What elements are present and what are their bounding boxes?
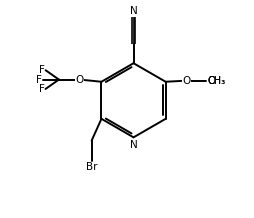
- Text: N: N: [130, 6, 137, 16]
- Text: CH₃: CH₃: [207, 76, 225, 86]
- Text: O: O: [207, 76, 215, 86]
- Text: O: O: [182, 76, 190, 86]
- Text: F: F: [36, 75, 41, 85]
- Text: F: F: [39, 84, 44, 94]
- Text: CH₃: CH₃: [207, 76, 225, 86]
- Text: N: N: [130, 140, 137, 150]
- Text: Br: Br: [86, 162, 97, 172]
- Text: O: O: [75, 75, 84, 85]
- Text: F: F: [39, 65, 44, 75]
